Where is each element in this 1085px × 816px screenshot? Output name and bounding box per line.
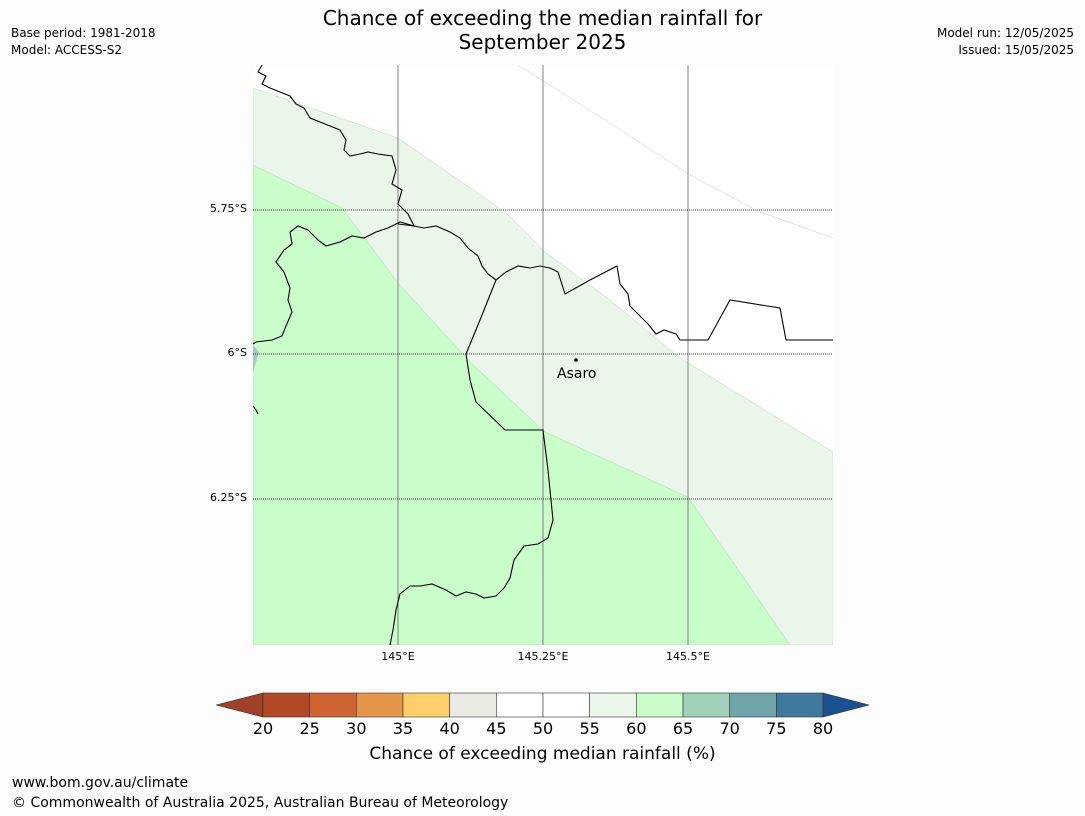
colorbar-tick-label: 35 xyxy=(392,719,414,738)
lat-label-6-25: 6.25°S xyxy=(210,491,247,504)
map-area: Asaro xyxy=(253,65,833,645)
colorbar-bin xyxy=(589,692,637,718)
colorbar-tick-label: 55 xyxy=(579,719,600,738)
colorbar-bin xyxy=(496,692,544,718)
title-line-1: Chance of exceeding the median rainfall … xyxy=(322,6,763,30)
colorbar-arrow-low xyxy=(215,692,264,718)
meta-right: Model run: 12/05/2025 Issued: 15/05/2025 xyxy=(937,25,1074,59)
map-title: Chance of exceeding the median rainfall … xyxy=(0,6,1085,54)
issued-text: Issued: 15/05/2025 xyxy=(958,43,1074,57)
province-boundary-west xyxy=(253,65,416,345)
colorbar-bin xyxy=(402,692,450,718)
colorbar-bin xyxy=(309,692,357,718)
meta-left: Base period: 1981-2018 Model: ACCESS-S2 xyxy=(11,25,156,59)
colorbar-tick-label: 60 xyxy=(626,719,647,738)
colorbar-tick-label: 65 xyxy=(672,719,694,738)
colorbar-bin xyxy=(542,692,590,718)
province-boundary-north xyxy=(397,223,833,341)
footer-copyright: © Commonwealth of Australia 2025, Austra… xyxy=(12,795,509,811)
region-60-65 xyxy=(253,164,791,645)
lat-label-5-75: 5.75°S xyxy=(210,202,247,215)
asaro-label: Asaro xyxy=(557,366,596,382)
base-period-text: Base period: 1981-2018 xyxy=(11,26,156,40)
colorbar-tick-label: 80 xyxy=(812,719,834,738)
footer-url[interactable]: www.bom.gov.au/climate xyxy=(12,775,189,791)
title-line-2: September 2025 xyxy=(458,30,627,54)
colorbar-bin xyxy=(682,692,731,718)
model-run-text: Model run: 12/05/2025 xyxy=(936,26,1074,40)
colorbar-label: Chance of exceeding median rainfall (%) xyxy=(369,744,716,764)
colorbar-tick-label: 40 xyxy=(439,719,460,738)
colorbar-bin xyxy=(356,692,404,718)
province-boundary-middle xyxy=(389,279,554,645)
coast-stub xyxy=(253,405,259,415)
model-text: Model: ACCESS-S2 xyxy=(11,43,123,57)
contour-line xyxy=(517,65,833,239)
colorbar-tick-label: 50 xyxy=(532,719,554,738)
region-65-70 xyxy=(253,345,259,372)
colorbar-tick-label: 70 xyxy=(719,719,740,738)
colorbar-tick-label: 25 xyxy=(299,719,320,738)
colorbar-arrow-high xyxy=(822,692,871,718)
colorbar-bin xyxy=(449,692,497,718)
colorbar-bin xyxy=(729,692,777,718)
colorbar-tick-label: 20 xyxy=(252,719,274,738)
colorbar-tick-label: 30 xyxy=(346,719,367,738)
asaro-marker xyxy=(574,358,578,362)
lat-label-6: 6°S xyxy=(227,346,247,359)
lon-label-145-25: 145.25°E xyxy=(517,650,569,663)
colorbar-bin xyxy=(636,692,684,718)
colorbar xyxy=(215,692,871,718)
colorbar-tick-label: 45 xyxy=(486,719,507,738)
colorbar-bin xyxy=(262,692,310,718)
colorbar-tick-label: 75 xyxy=(766,719,787,738)
colorbar-bin xyxy=(776,692,824,718)
lon-label-145: 145°E xyxy=(381,650,415,663)
lon-label-145-5: 145.5°E xyxy=(666,650,710,663)
